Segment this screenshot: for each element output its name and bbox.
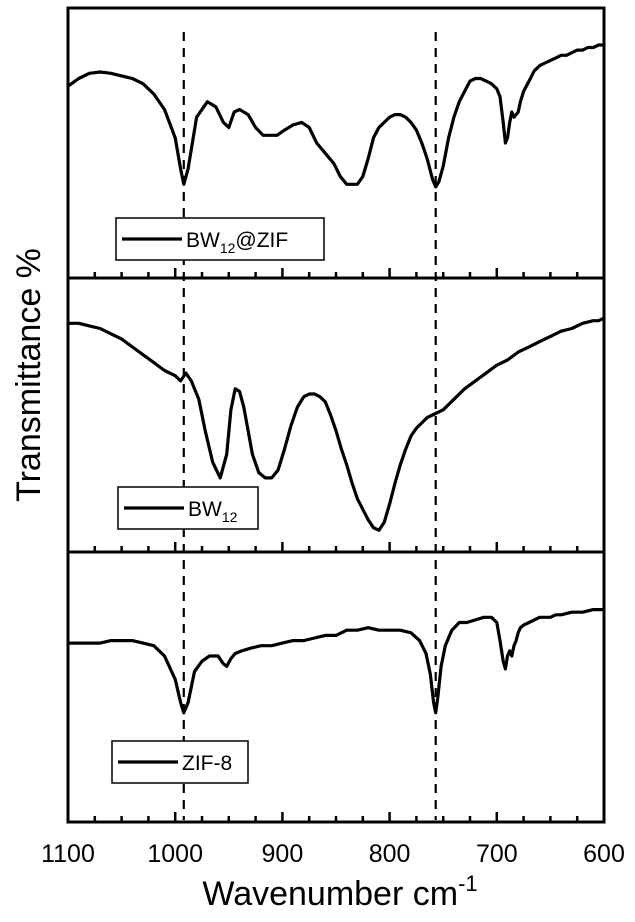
spectra-series xyxy=(68,45,604,713)
legends: BW12@ZIFBW12ZIF-8 xyxy=(112,218,324,783)
series-line-1 xyxy=(68,45,604,187)
x-axis-title: Wavenumber cm-1 xyxy=(202,871,477,913)
plot-border xyxy=(68,8,604,822)
series-line-3 xyxy=(68,610,604,713)
x-tick-label: 600 xyxy=(583,840,625,868)
x-tick-label: 700 xyxy=(476,840,518,868)
x-tick-label: 800 xyxy=(369,840,411,868)
x-tick-label: 1000 xyxy=(147,840,203,868)
y-axis-title: Transmittance % xyxy=(10,248,48,502)
plot-frame xyxy=(68,8,604,822)
x-tick-label: 900 xyxy=(262,840,304,868)
reference-lines xyxy=(184,32,436,820)
x-tick-label: 1100 xyxy=(41,840,95,868)
legend-label: BW12@ZIF xyxy=(186,229,288,256)
legend-label: ZIF-8 xyxy=(182,752,232,775)
